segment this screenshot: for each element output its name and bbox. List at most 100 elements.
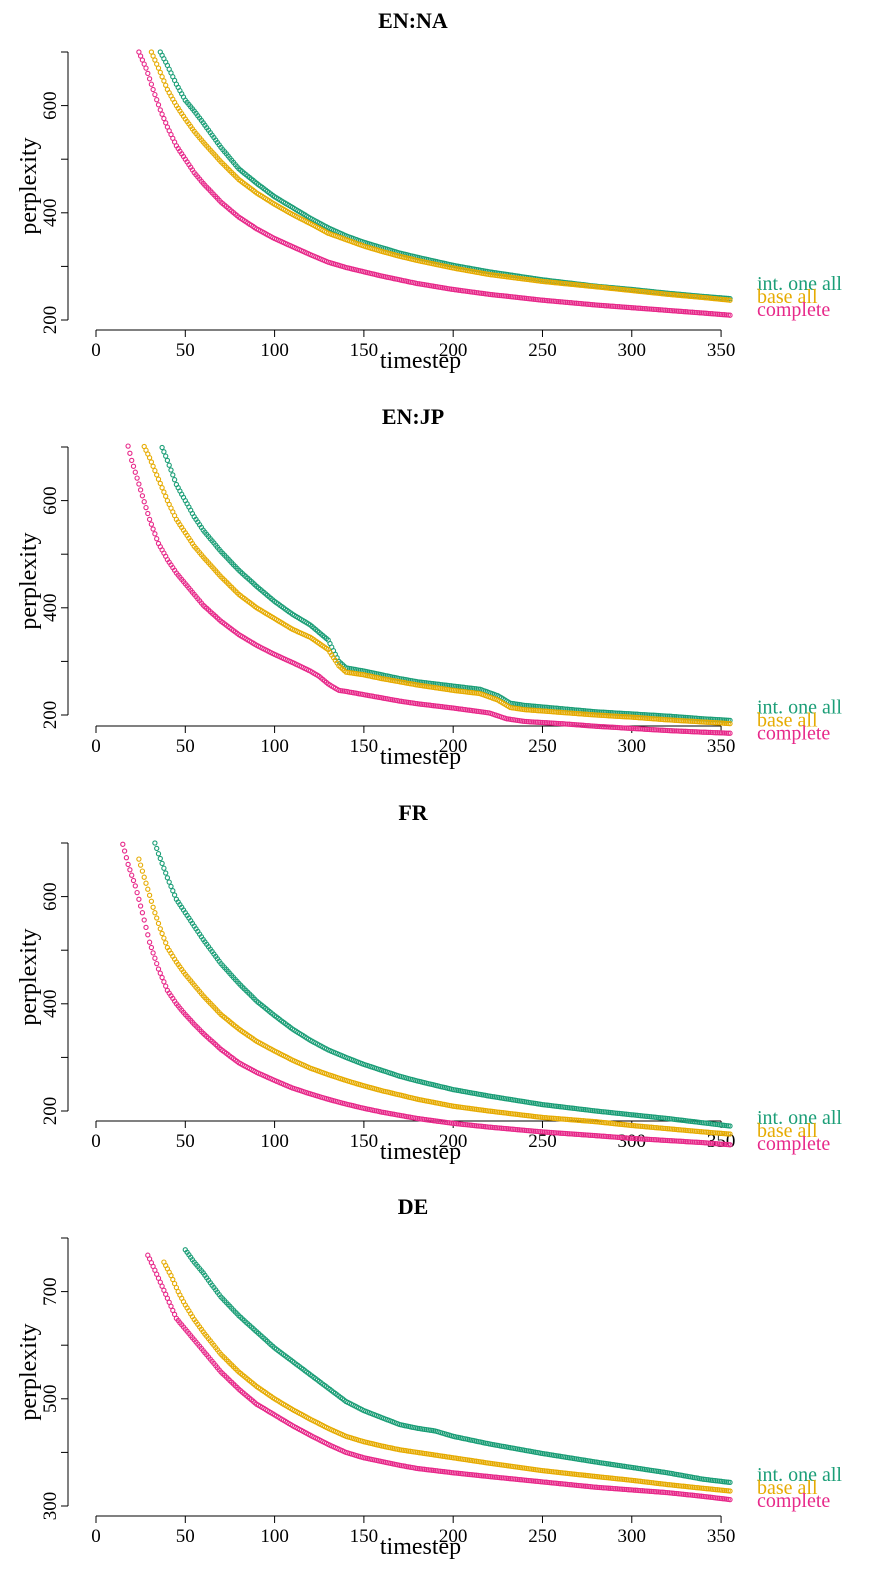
data-point: [623, 304, 630, 310]
x-tick-label: 0: [91, 340, 101, 361]
data-point: [689, 718, 696, 724]
legend-label-base-all: base all: [757, 286, 818, 308]
data-point: [604, 1133, 610, 1140]
data-point: [566, 1116, 572, 1123]
panel-title: DE: [398, 1194, 429, 1219]
data-point: [563, 721, 569, 727]
data-point: [586, 283, 592, 289]
data-point: [723, 1141, 730, 1148]
data-point: [134, 475, 140, 481]
data-point: [680, 728, 687, 734]
data-point: [611, 1134, 617, 1140]
data-point: [616, 1486, 622, 1492]
data-point: [648, 726, 655, 733]
data-point: [582, 711, 588, 717]
data-point: [711, 719, 717, 726]
data-point: [648, 1136, 655, 1143]
data-point: [688, 718, 694, 724]
data-point: [698, 729, 705, 735]
data-point: [711, 295, 717, 302]
y-tick-label: 600: [40, 486, 61, 514]
data-point: [598, 1133, 605, 1139]
x-tick-label: 250: [528, 736, 557, 757]
data-point: [168, 1303, 174, 1309]
data-point: [521, 718, 528, 725]
data-point: [554, 1115, 560, 1122]
data-point: [532, 1128, 538, 1134]
data-point: [152, 840, 158, 846]
data-point: [157, 970, 163, 976]
data-point: [554, 709, 560, 715]
data-point: [671, 717, 678, 723]
panel-title: EN:NA: [378, 8, 448, 33]
series-base-all: [148, 49, 733, 303]
data-point: [638, 288, 644, 295]
data-point: [646, 1136, 653, 1143]
data-point: [557, 1130, 563, 1136]
data-point: [139, 868, 146, 874]
data-point: [570, 1117, 576, 1123]
data-point: [657, 307, 663, 313]
data-point: [688, 309, 694, 315]
data-point: [714, 730, 721, 736]
data-point: [132, 883, 138, 889]
data-point: [157, 107, 163, 113]
data-point: [134, 889, 140, 896]
data-point: [616, 1134, 622, 1141]
data-point: [557, 299, 563, 305]
data-point: [721, 730, 728, 736]
data-point: [541, 1114, 547, 1121]
data-point: [688, 1128, 694, 1134]
data-point: [679, 728, 685, 734]
data-point: [696, 1139, 703, 1146]
data-point: [650, 716, 656, 722]
data-point: [704, 1129, 710, 1135]
data-point: [641, 1136, 647, 1142]
data-point: [595, 723, 601, 730]
data-point: [575, 1131, 581, 1138]
data-point: [634, 305, 640, 311]
x-tick-label: 350: [707, 1526, 736, 1547]
data-point: [607, 303, 613, 309]
series-complete: [120, 841, 733, 1148]
data-point: [527, 1128, 533, 1134]
x-tick-label: 50: [176, 1131, 195, 1152]
data-point: [634, 1123, 640, 1129]
data-point: [636, 726, 642, 732]
legend-label-int-one-all: int. one all: [757, 697, 842, 719]
data-point: [614, 1134, 621, 1140]
data-point: [716, 720, 722, 726]
data-point: [600, 1133, 606, 1139]
data-point: [693, 309, 699, 316]
data-point: [579, 1132, 585, 1138]
y-axis-label: perplexity: [16, 928, 42, 1025]
data-point: [702, 295, 708, 301]
data-point: [613, 303, 619, 310]
data-point: [561, 1130, 567, 1137]
data-point: [129, 872, 135, 878]
data-point: [139, 493, 146, 499]
data-point: [161, 979, 167, 985]
data-point: [588, 723, 594, 729]
data-point: [598, 302, 605, 309]
data-point: [595, 284, 601, 290]
data-point: [604, 724, 610, 730]
x-tick-label: 50: [176, 736, 195, 757]
data-point: [725, 730, 731, 736]
data-point: [566, 1131, 572, 1137]
data-point: [530, 719, 537, 725]
data-point: [154, 845, 160, 852]
data-point: [629, 1135, 635, 1141]
x-tick-label: 250: [528, 1526, 557, 1547]
series-int-one-all: [159, 444, 733, 724]
data-point: [677, 728, 683, 734]
data-point: [589, 723, 596, 729]
x-tick-label: 0: [91, 1131, 101, 1152]
data-point: [166, 879, 172, 885]
data-point: [154, 472, 160, 478]
data-point: [671, 1490, 678, 1497]
data-point: [589, 302, 596, 308]
x-tick-label: 300: [618, 1526, 647, 1547]
data-point: [704, 719, 710, 725]
data-point: [554, 720, 560, 727]
